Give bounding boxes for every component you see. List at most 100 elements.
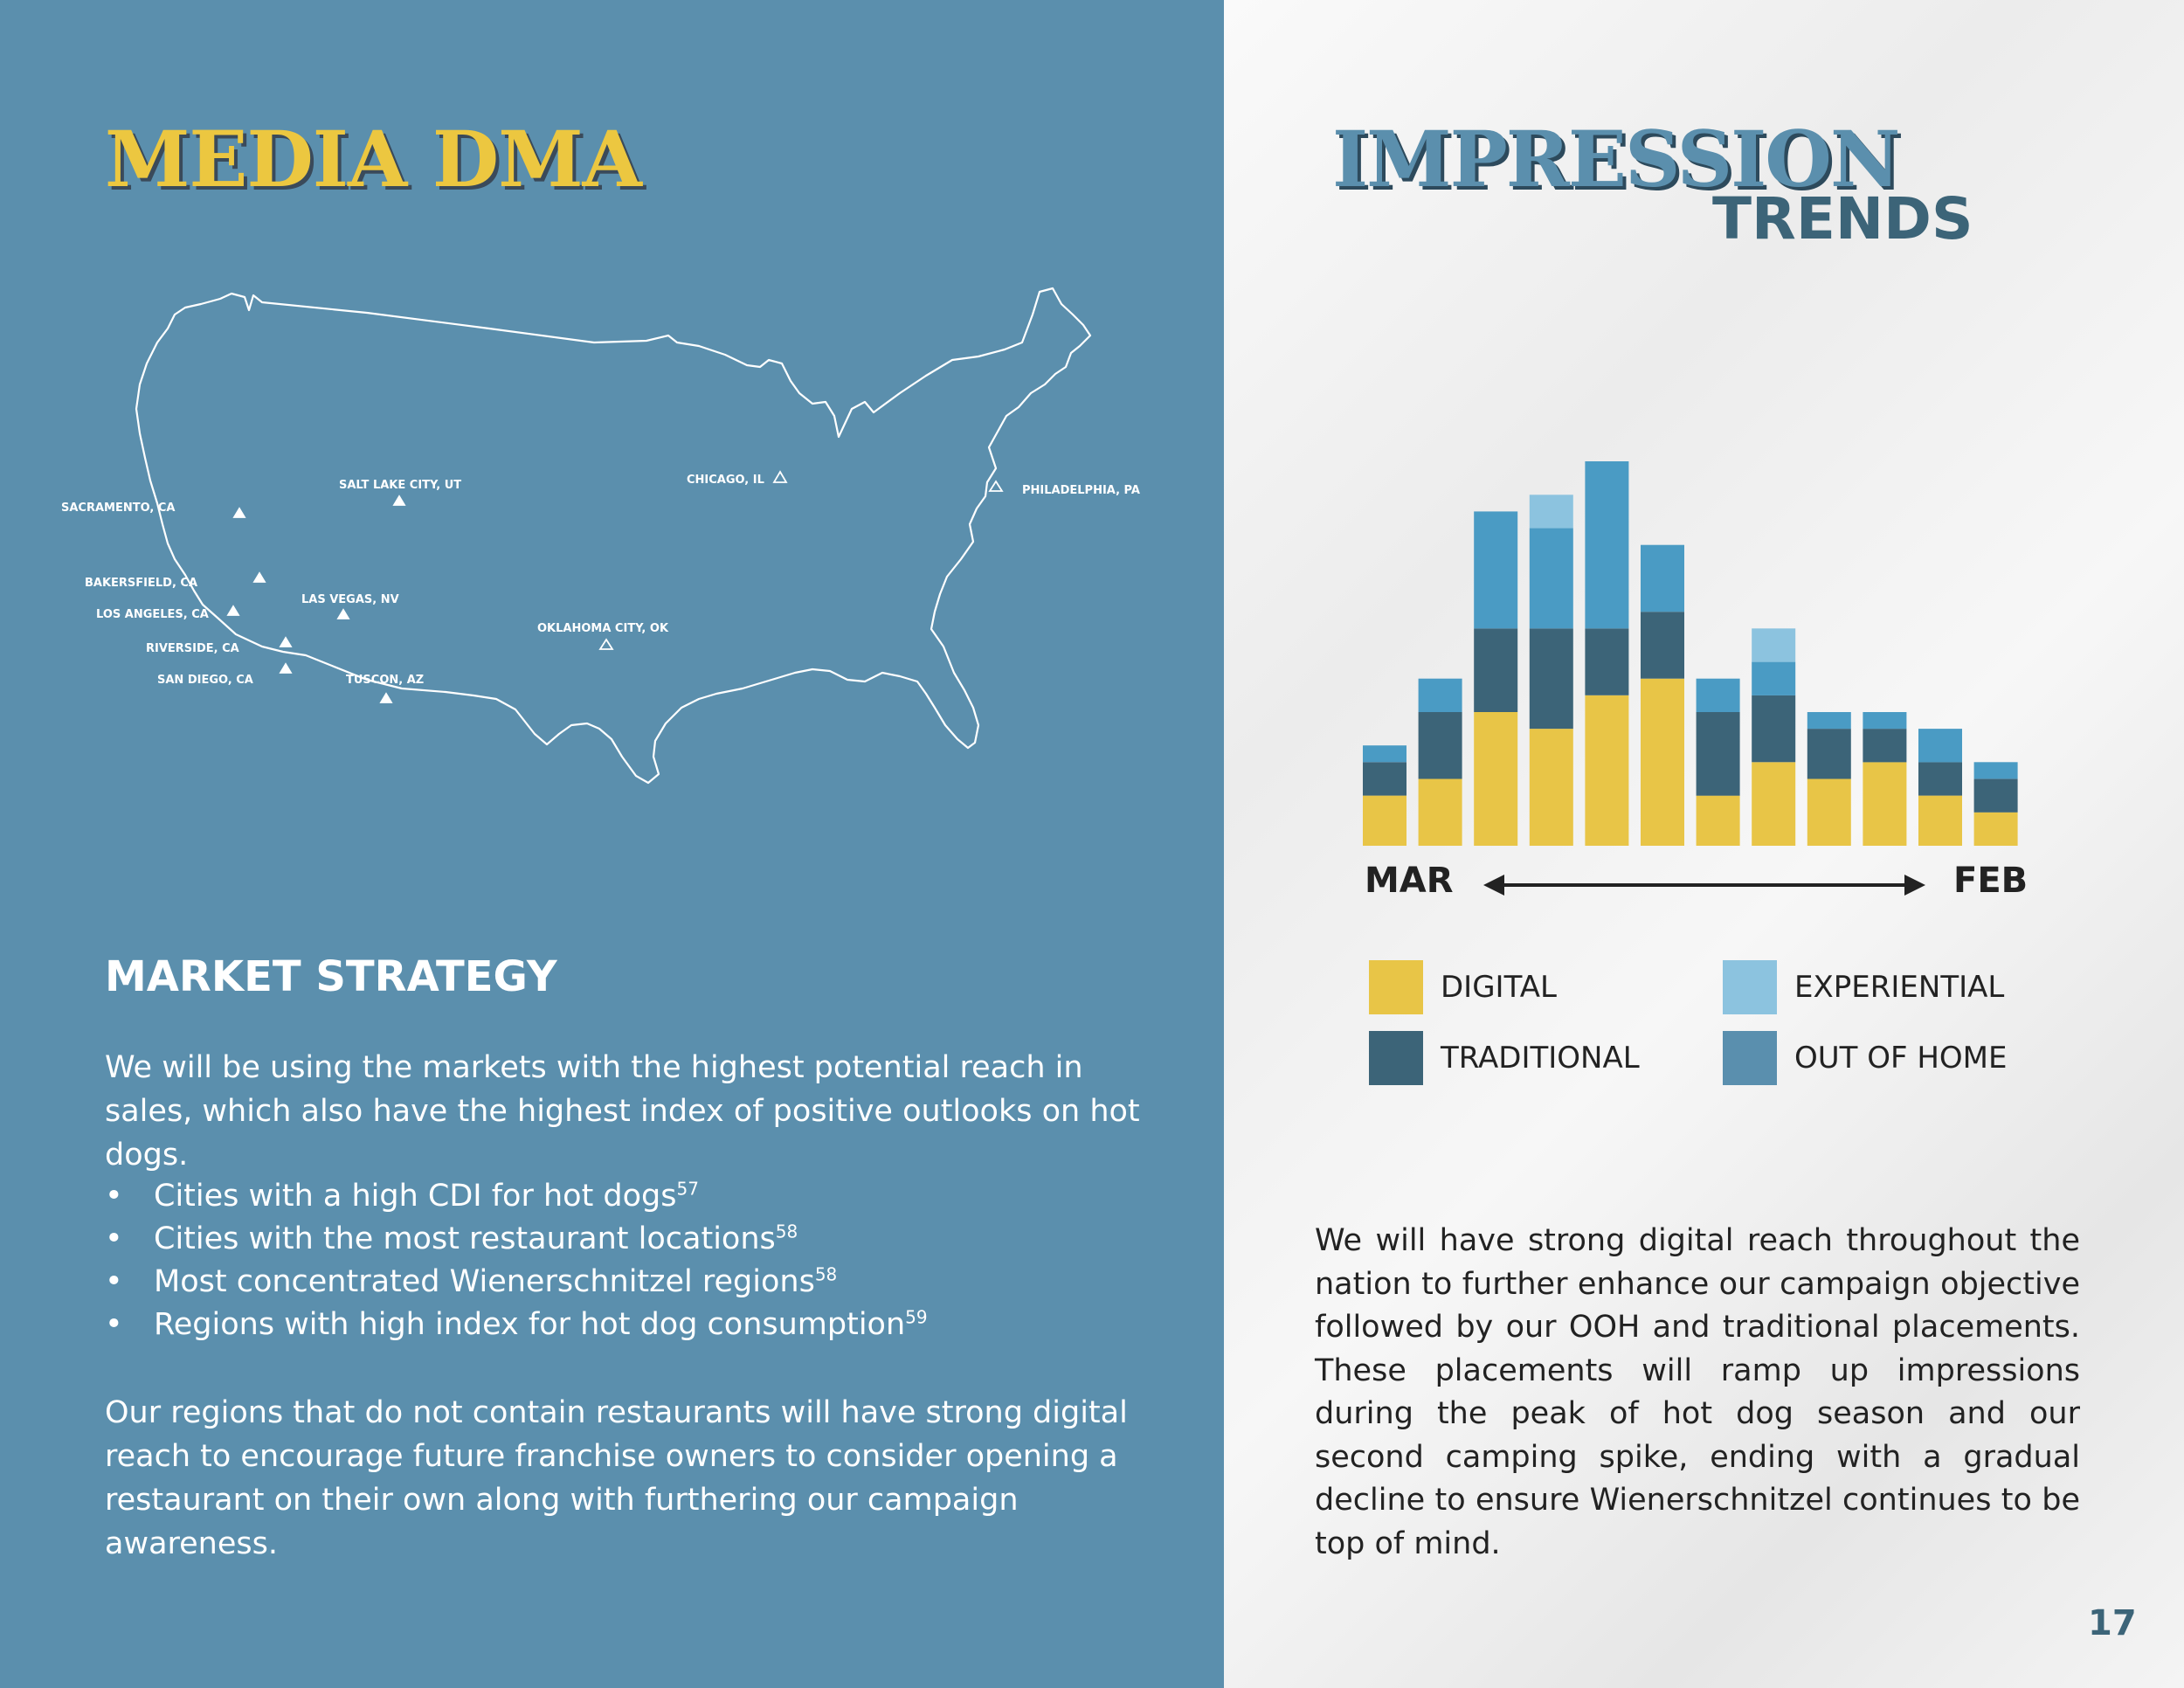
bullet-icon: • — [105, 1221, 123, 1256]
legend-label: TRADITIONAL — [1441, 1041, 1640, 1076]
city-label: LAS VEGAS, NV — [301, 593, 399, 606]
bar-segment-traditional — [1807, 729, 1851, 779]
marker-san-diego — [279, 662, 293, 674]
bar-segment-digital — [1474, 712, 1518, 846]
footnote-ref: 59 — [905, 1306, 928, 1328]
bullet-text: Cities with a high CDI for hot dogs — [154, 1179, 677, 1214]
city-labels: SACRAMENTO, CA SALT LAKE CITY, UT CHICAG… — [61, 474, 1140, 687]
impression-bar-chart — [1363, 461, 2018, 896]
bar-segment-traditional — [1585, 628, 1629, 695]
bar-segment-out-of-home — [1474, 511, 1518, 629]
bar-segment-traditional — [1973, 778, 2018, 813]
bar-segment-digital — [1363, 795, 1406, 846]
bar-segment-digital — [1918, 795, 1962, 846]
market-strategy-heading: MARKET STRATEGY — [105, 952, 557, 1001]
bar-segment-traditional — [1918, 762, 1962, 796]
arrow-right-icon — [1904, 875, 1925, 896]
marker-los-angeles — [226, 605, 240, 616]
us-map: SACRAMENTO, CA SALT LAKE CITY, UT CHICAG… — [61, 287, 1140, 785]
marker-las-vegas — [336, 608, 350, 619]
end-month-label: FEB — [1953, 861, 2028, 901]
legend-item-experiential: EXPERIENTIAL — [1723, 960, 2004, 1014]
marker-salt-lake — [392, 495, 406, 506]
bar-segment-traditional — [1863, 729, 1907, 763]
legend-label: EXPERIENTIAL — [1794, 970, 2005, 1005]
city-markers — [226, 470, 1004, 703]
marker-oklahoma — [598, 638, 614, 650]
bar-segment-out-of-home — [1918, 729, 1962, 763]
bar-segment-experiential — [1529, 495, 1573, 529]
bar-segment-out-of-home — [1696, 678, 1740, 712]
legend-item-traditional: TRADITIONAL — [1369, 1031, 1640, 1085]
bar-segment-digital — [1696, 795, 1740, 846]
footnote-ref: 58 — [775, 1221, 798, 1242]
city-label: SALT LAKE CITY, UT — [339, 479, 461, 492]
bar-segment-out-of-home — [1752, 661, 1796, 695]
bar-segment-traditional — [1696, 712, 1740, 796]
bullet-text: Cities with the most restaurant location… — [154, 1221, 776, 1256]
bar-segment-traditional — [1529, 628, 1573, 730]
city-label: TUSCON, AZ — [346, 674, 424, 687]
bar-segment-traditional — [1474, 628, 1518, 712]
impression-title: IMPRESSION — [1332, 114, 1900, 204]
legend-item-digital: DIGITAL — [1369, 960, 1557, 1014]
city-label: CHICAGO, IL — [687, 474, 764, 487]
marker-riverside — [279, 636, 293, 647]
city-label: LOS ANGELES, CA — [96, 608, 209, 621]
bar-segment-traditional — [1641, 612, 1684, 679]
city-label: SAN DIEGO, CA — [157, 674, 253, 687]
bullet-item: • Cities with the most restaurant locatio… — [105, 1218, 1144, 1261]
legend-swatch — [1369, 960, 1423, 1014]
footnote-ref: 58 — [814, 1263, 838, 1285]
bar-segment-digital — [1418, 778, 1462, 846]
city-label: OKLAHOMA CITY, OK — [537, 622, 669, 635]
impression-paragraph: We will have strong digital reach throug… — [1315, 1223, 2080, 1561]
bar-segment-out-of-home — [1807, 712, 1851, 730]
marker-bakersfield — [252, 571, 266, 583]
legend-swatch — [1723, 960, 1777, 1014]
bar-segment-traditional — [1752, 695, 1796, 763]
bullet-icon: • — [105, 1264, 123, 1299]
bar-segment-out-of-home — [1863, 712, 1907, 730]
left-panel — [0, 0, 1224, 1688]
footnote-ref: 57 — [676, 1178, 699, 1200]
media-dma-title: MEDIA DMA — [105, 114, 642, 204]
marker-chicago — [772, 470, 788, 483]
bar-segment-out-of-home — [1529, 528, 1573, 629]
city-label: PHILADELPHIA, PA — [1022, 484, 1140, 497]
bar-segment-digital — [1973, 812, 2018, 846]
bullet-item: • Most concentrated Wienerschnitzel regio… — [105, 1261, 1144, 1304]
digital-reach-paragraph: Our regions that do not contain restaura… — [105, 1395, 1128, 1561]
city-label: BAKERSFIELD, CA — [85, 577, 197, 590]
city-label: RIVERSIDE, CA — [146, 642, 239, 655]
city-label: SACRAMENTO, CA — [61, 502, 175, 515]
page-number: 17 — [2088, 1603, 2137, 1643]
bar-segment-digital — [1529, 729, 1573, 846]
bullet-icon: • — [105, 1179, 123, 1214]
bullet-text: Regions with high index for hot dog cons… — [154, 1307, 906, 1342]
timeline-arrow — [1483, 875, 1925, 896]
bar-segment-out-of-home — [1418, 678, 1462, 712]
marker-tuscon — [379, 692, 393, 703]
bullet-item: • Regions with high index for hot dog con… — [105, 1304, 1144, 1346]
bar-segment-experiential — [1752, 628, 1796, 662]
bar-segment-traditional — [1363, 762, 1406, 796]
marker-sacramento — [232, 507, 246, 518]
bar-segment-digital — [1752, 762, 1796, 846]
bar-segment-out-of-home — [1585, 461, 1629, 629]
us-outline — [135, 287, 1092, 785]
legend-label: DIGITAL — [1441, 970, 1557, 1005]
bar-segment-digital — [1585, 695, 1629, 846]
bar-segment-digital — [1863, 762, 1907, 846]
bar-segment-out-of-home — [1973, 762, 2018, 779]
bar-segment-out-of-home — [1641, 544, 1684, 612]
legend-swatch — [1723, 1031, 1777, 1085]
start-month-label: MAR — [1365, 861, 1454, 901]
legend-item-out-of-home: OUT OF HOME — [1723, 1031, 2008, 1085]
legend-label: OUT OF HOME — [1794, 1041, 2008, 1076]
bullet-text: Most concentrated Wienerschnitzel region… — [154, 1264, 815, 1299]
strategy-bullet-list: • Cities with a high CDI for hot dogs57 •… — [105, 1175, 1144, 1346]
bar-segment-digital — [1641, 678, 1684, 846]
bullet-item: • Cities with a high CDI for hot dogs57 — [105, 1175, 1144, 1218]
trends-subtitle: TRENDS — [1712, 185, 1973, 253]
